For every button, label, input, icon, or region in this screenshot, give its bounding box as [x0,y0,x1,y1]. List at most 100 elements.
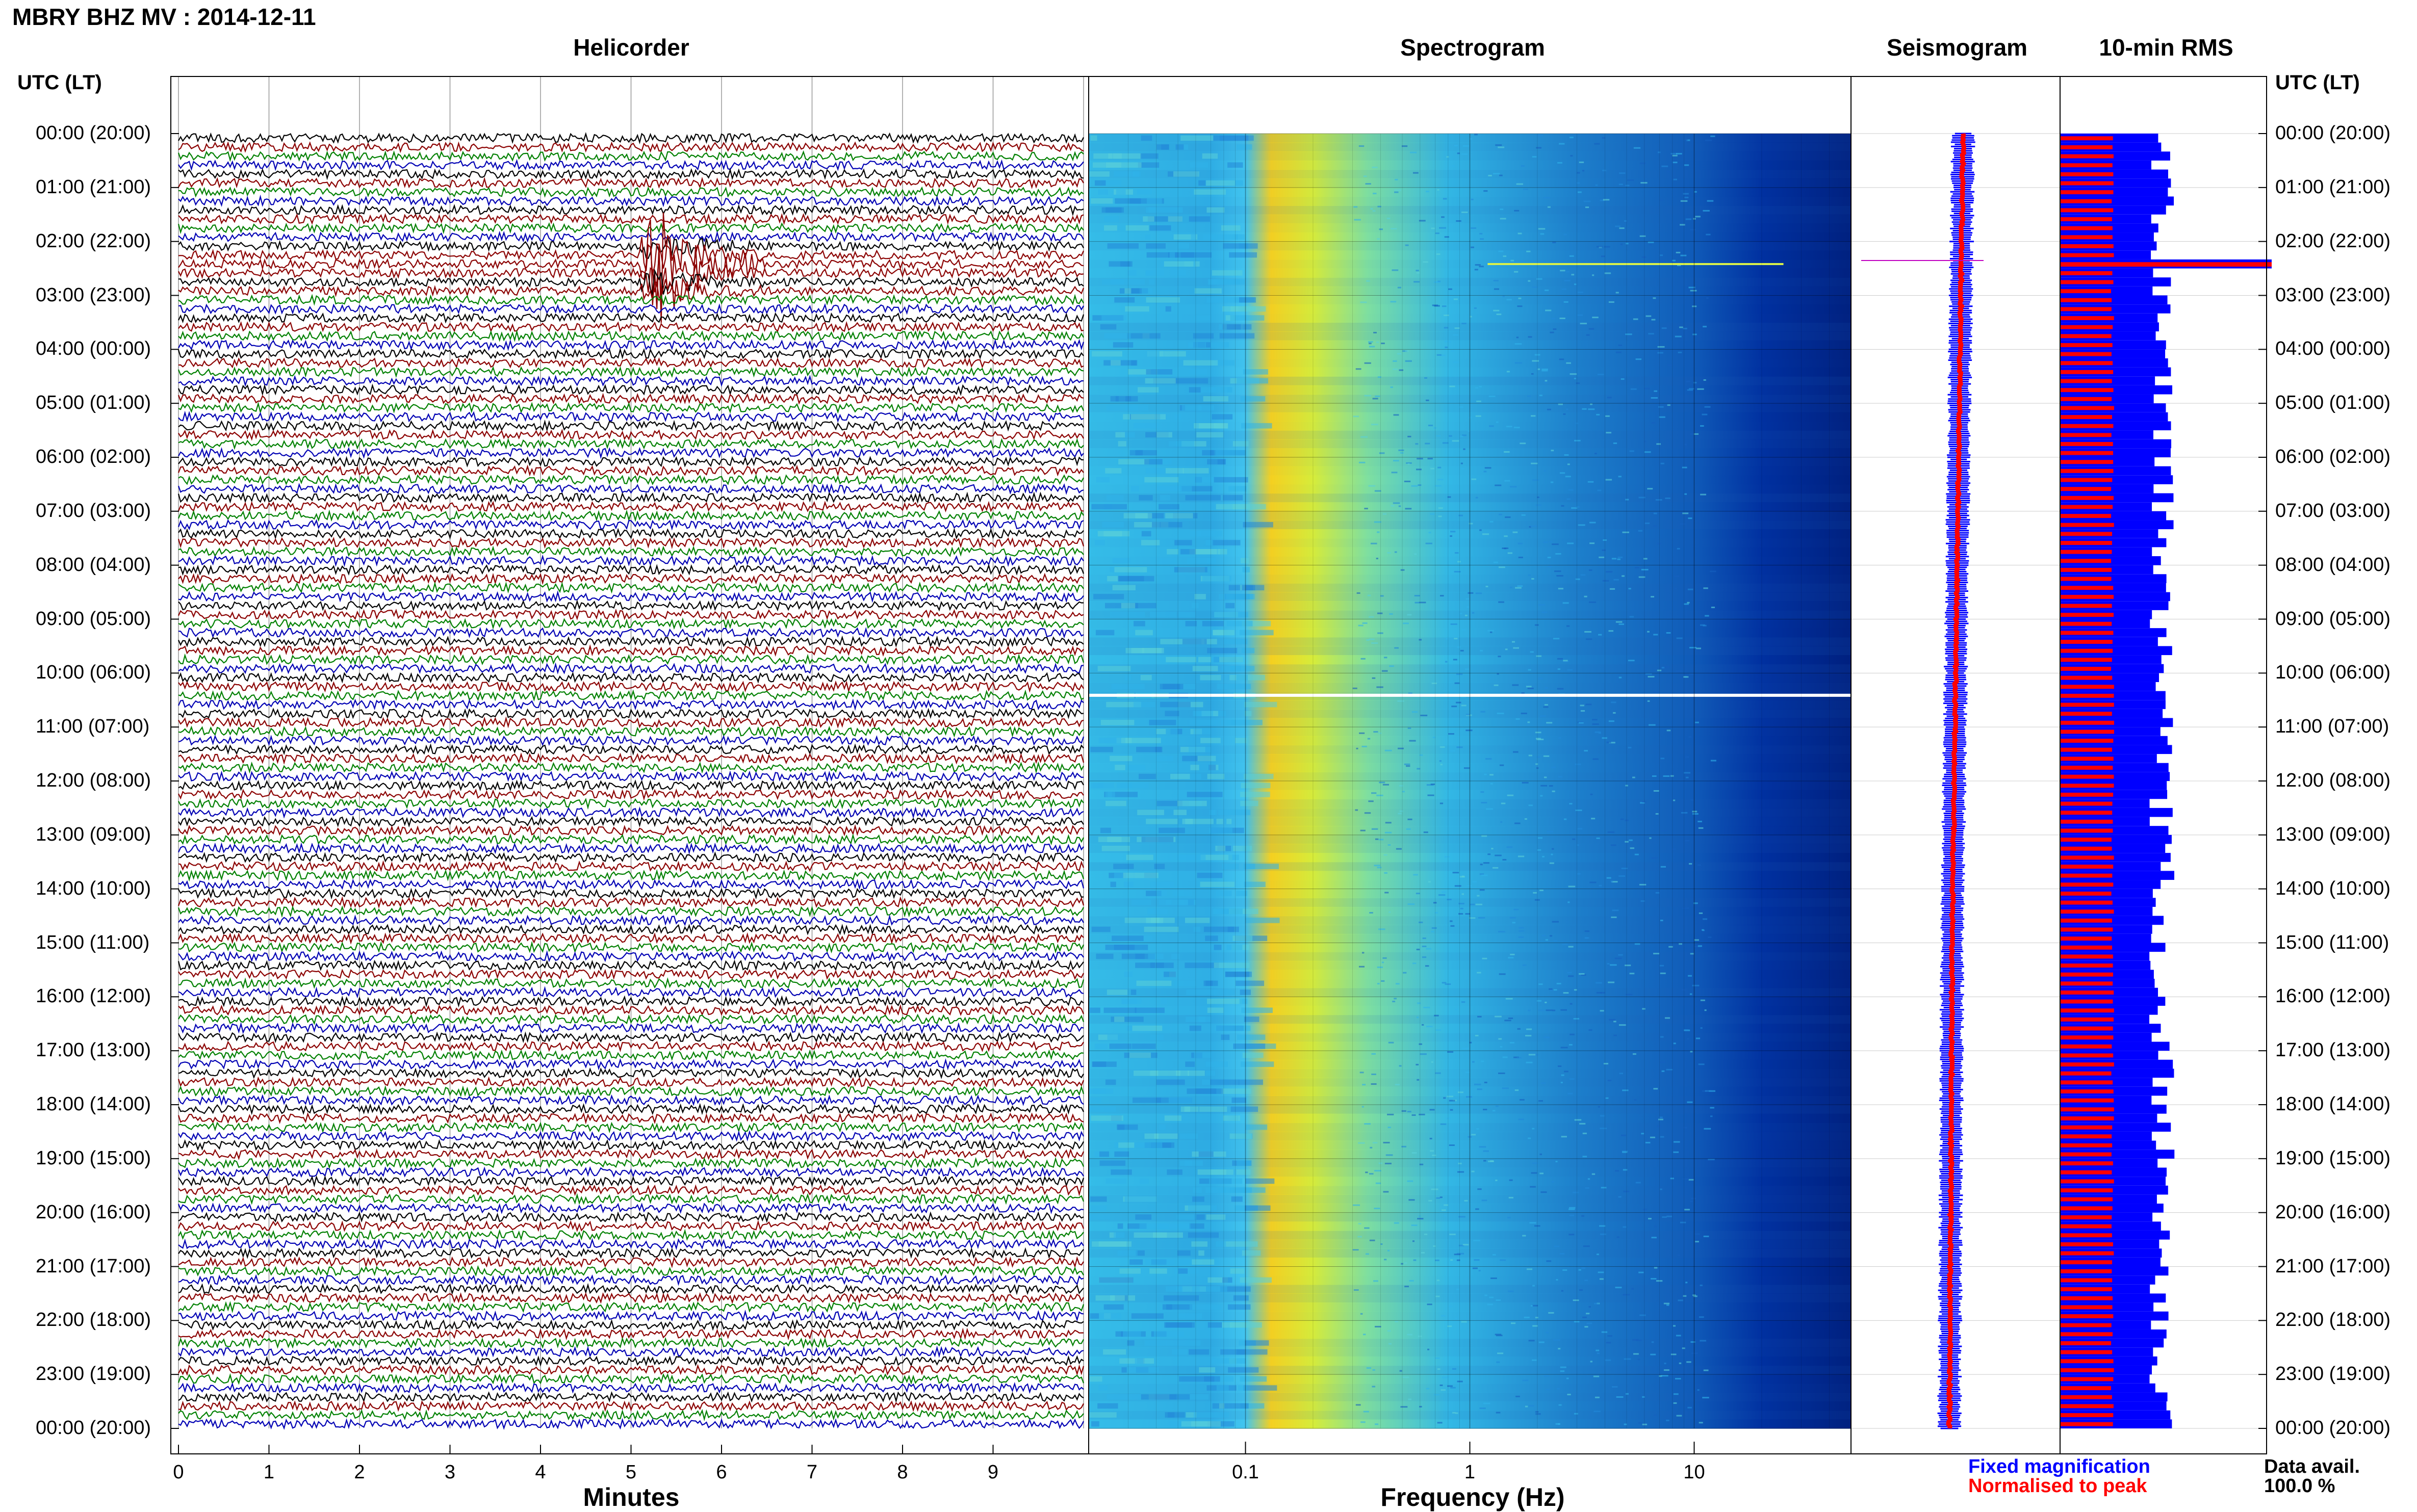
helicorder-trace [178,194,1084,207]
spectrogram-cell [1593,1302,1600,1305]
spectrogram-cell [1570,155,1573,157]
spectrogram-cell [1244,711,1252,716]
helicorder-trace [177,491,1084,504]
spectrogram-cell [1206,207,1225,213]
spectrogram-cell [1092,351,1098,357]
rms-bar-normalised [2060,433,2112,437]
helicorder-trace [178,716,1084,729]
time-label-left: 19:00 (15:00) [36,1147,151,1169]
spectrogram-cell [1221,225,1236,231]
spectrogram-cell [1642,1423,1648,1425]
time-label-left: 06:00 (02:00) [36,446,151,467]
spectrogram-cell [1186,989,1215,995]
spectrogram-cell [1687,602,1690,604]
spectrogram-cell [1147,198,1162,204]
spectrogram-cell [1199,342,1229,348]
spectrogram-cell [1103,1007,1137,1013]
spectrogram-cell [1493,173,1500,175]
spectrogram-row [1089,646,1851,656]
spectrogram-cell [1205,1061,1228,1067]
spectrogram-cell [1460,907,1463,909]
rms-bar-normalised [2060,262,2272,267]
spectrogram-cell [1692,813,1699,815]
spectrogram-row [1089,331,1851,341]
spectrogram-cell [1089,1007,1100,1013]
rms-bar-normalised [2060,945,2113,950]
rms-bar-normalised [2060,235,2113,240]
spectrogram-cell [1496,421,1499,423]
spectrogram-cell [1475,592,1482,594]
spectrogram-cell [1200,881,1235,888]
spectrogram-cell [1418,1215,1421,1217]
helicorder-trace [178,234,1084,275]
spectrogram-cell [1533,892,1537,894]
spectrogram-cell [1455,1412,1458,1414]
spectrogram-cell [1235,234,1245,240]
spectrogram-cell [1498,1072,1505,1074]
rms-bar-normalised [2060,1296,2113,1300]
spectrogram-cell [1196,432,1223,438]
rms-bar-normalised [2060,882,2114,887]
spectrogram-cell [1689,646,1696,648]
spectrogram-cell [1489,631,1493,633]
spectrogram-cell [1704,1128,1711,1130]
spectrogram-cell [1567,542,1574,544]
spectrogram-cell [1648,241,1654,243]
spectrogram-row [1089,520,1851,530]
spectrogram-row [1089,1293,1851,1303]
spectrogram-cell [1539,890,1544,892]
spectrogram-cell [1456,1259,1460,1261]
spectrogram-cell [1407,1180,1413,1182]
spectrogram-cell [1199,1367,1216,1373]
spectrogram-cell [1686,380,1690,382]
spectrogram-cell [1138,387,1159,393]
spectrogram-cell [1484,1081,1487,1083]
spectrogram-cell [1625,994,1633,996]
spectrogram-cell [1581,1267,1585,1269]
spectrogram-row [1089,1365,1851,1375]
spectrogram-cell [1641,1133,1644,1135]
rms-bar-normalised [2060,1134,2112,1139]
spectrogram-cell [1385,1154,1393,1156]
spectrogram-cell [1627,179,1634,181]
spectrogram-cell [1552,1009,1556,1011]
spectrogram-cell [1521,692,1525,694]
spectrogram-cell [1404,480,1411,482]
spectrogram-cell [1537,837,1543,839]
helicorder-tick-label: 7 [807,1462,817,1483]
spectrogram-cell [1624,220,1627,222]
rms-bar-normalised [2060,1278,2113,1283]
spectrogram-cell [1561,505,1564,507]
spectrogram-cell [1509,917,1516,919]
spectrogram-cell [1635,1182,1641,1184]
spectrogram-cell [1509,1041,1514,1044]
spectrogram-cell [1465,714,1470,716]
spectrogram-cell [1559,358,1564,360]
spectrogram-cell [1408,1398,1412,1400]
spectrogram-cell [1645,673,1652,675]
spectrogram-cell [1218,810,1251,816]
spectrogram-cell [1682,907,1689,909]
spectrogram-cell [1150,1034,1164,1040]
spectrogram-cell [1164,1322,1195,1328]
spectrogram-cell [1477,895,1480,897]
rms-bar-fixed [2060,304,2171,314]
rms-bar-normalised [2060,909,2114,914]
spectrogram-cell [1487,1160,1494,1162]
spectrogram-cell [1498,146,1505,148]
spectrogram-cell [1412,172,1419,174]
spectrogram-cell [1417,1002,1421,1004]
spectrogram-cell [1439,1196,1443,1198]
spectrogram-cell [1531,462,1538,464]
spectrogram-cell [1488,174,1492,176]
spectrogram-row [1089,259,1851,269]
spectrogram-cell [1470,903,1475,905]
spectrogram-cell [1612,909,1619,911]
spectrogram-cell [1370,208,1373,210]
spectrogram-cell [1574,439,1581,441]
spectrogram-cell [1633,1353,1639,1355]
spectrogram-cell [1486,808,1493,810]
helicorder-trace [178,708,1084,720]
spectrogram-cell [1373,731,1378,733]
spectrogram-cell [1131,899,1151,905]
